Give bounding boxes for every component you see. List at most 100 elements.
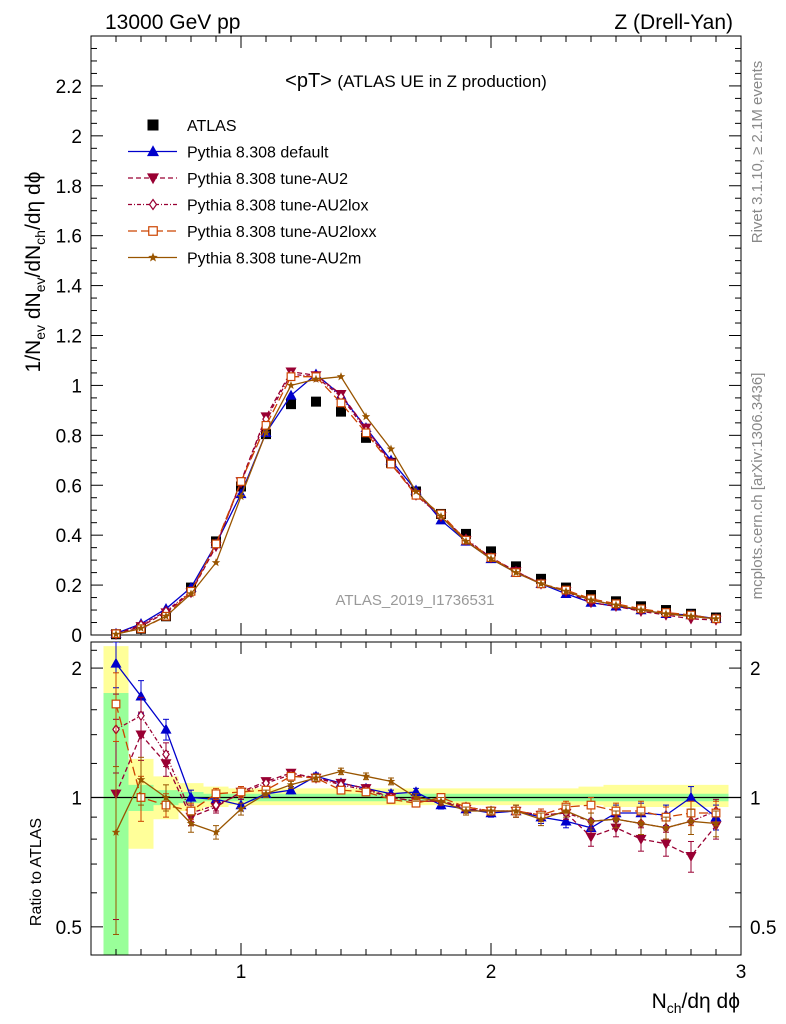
ratio-data-point (436, 796, 446, 805)
ratio-data-point (285, 784, 297, 795)
main-data-point (211, 539, 221, 549)
ratio-data-point (236, 787, 246, 797)
ratio-data-point (160, 723, 172, 734)
ratio-data-point (336, 766, 346, 776)
legend-label: ATLAS (187, 118, 237, 135)
ratio-series-2 (112, 693, 720, 840)
main-data-point (411, 486, 421, 496)
legend-marker (148, 252, 158, 262)
analysis-watermark: ATLAS_2019_I1736531 (335, 592, 494, 609)
legend-label: Pythia 8.308 tune-AU2m (187, 251, 361, 268)
main-data-point (186, 589, 196, 598)
main-title: <pT> (ATLAS UE in Z production) (285, 70, 547, 92)
x-axis-label: Nch/dη dϕ (652, 990, 740, 1016)
main-data-point (111, 629, 121, 638)
ratio-data-point (211, 789, 221, 799)
ratio-data-point (586, 816, 596, 825)
main-y-tick-label: 1.4 (56, 277, 83, 298)
rivet-version-label: Rivet 3.1.10, ≥ 2.1M events (749, 61, 766, 244)
ratio-data-point (536, 814, 546, 823)
ratio-y-tick-label-left: 1 (71, 788, 82, 809)
main-data-point (611, 600, 621, 609)
ratio-y-tick-label-right: 2 (750, 659, 761, 680)
ratio-data-point (685, 852, 697, 862)
ratio-data-point (361, 787, 371, 797)
ratio-data-point (311, 773, 321, 782)
main-data-point (436, 511, 446, 521)
main-y-tick-label: 2 (71, 127, 82, 148)
ratio-data-point (137, 710, 145, 722)
ratio-data-point (212, 799, 220, 811)
legend-label: Pythia 8.308 default (187, 145, 329, 162)
ratio-data-point (461, 806, 471, 815)
ratio-data-point (386, 794, 396, 804)
main-data-point (336, 372, 346, 381)
ratio-data-point (661, 823, 671, 832)
main-data-point (461, 536, 471, 546)
main-y-tick-label: 0.6 (56, 476, 82, 497)
ratio-y-tick-label-left: 0.5 (56, 918, 82, 939)
main-data-point (636, 605, 646, 614)
ratio-data-point (586, 800, 596, 810)
stat-uncertainty-band (103, 693, 729, 955)
ratio-data-point (611, 814, 621, 823)
main-y-tick-label: 0.8 (56, 426, 82, 447)
ratio-data-point (511, 806, 521, 815)
ratio-data-point (236, 804, 246, 813)
ratio-data-point (635, 834, 647, 845)
main-data-point (686, 611, 696, 620)
main-data-point (311, 374, 321, 383)
ratio-data-point (136, 775, 146, 784)
ratio-data-point (211, 827, 221, 836)
legend-marker (148, 226, 158, 236)
legend-entry-3: Pythia 8.308 tune-AU2lox (128, 198, 368, 215)
main-y-tick-label: 1.2 (56, 327, 82, 348)
legend-entry-0: ATLAS (147, 118, 237, 135)
main-data-point (361, 412, 371, 421)
ratio-y-tick-label-right: 1 (750, 788, 761, 809)
ratio-data-point (161, 792, 171, 802)
main-data-point (311, 396, 321, 407)
ratio-y-tick-label-left: 2 (71, 659, 82, 680)
legend-marker (146, 145, 160, 157)
x-tick-label: 2 (486, 962, 497, 983)
main-data-point (661, 609, 671, 618)
main-y-tick-label: 0.4 (56, 526, 83, 547)
ratio-data-point (336, 785, 346, 795)
x-tick-label: 3 (736, 962, 747, 983)
ratio-data-point (636, 818, 646, 828)
main-data-point (236, 477, 246, 486)
main-series-5 (111, 372, 721, 638)
ratio-data-point (361, 771, 371, 780)
main-data-point (236, 491, 246, 501)
header-right: Z (Drell-Yan) (614, 11, 733, 34)
main-data-point (136, 623, 146, 632)
main-data-point (261, 428, 271, 437)
ratio-data-point (561, 806, 571, 815)
main-y-tick-label: 2.2 (56, 77, 82, 98)
main-data-point (211, 558, 221, 567)
main-y-tick-label: 0.2 (56, 576, 82, 597)
ratio-data-point (711, 818, 721, 828)
main-data-point (586, 595, 596, 604)
ratio-data-point (261, 789, 271, 798)
ratio-data-point (162, 748, 170, 760)
main-data-point (336, 398, 346, 408)
legend-entry-2: Pythia 8.308 tune-AU2 (128, 171, 348, 188)
legend-marker (146, 173, 160, 185)
main-data-point (286, 380, 296, 390)
main-y-axis-label: 1/Nev dNev/dNch/dη dϕ (22, 172, 48, 373)
ratio-data-point (560, 815, 572, 826)
main-data-point (536, 579, 546, 588)
legend-marker (147, 119, 159, 131)
ratio-series-4 (111, 756, 721, 935)
main-data-point (361, 432, 371, 443)
ratio-data-point (411, 792, 421, 802)
legend-entry-1: Pythia 8.308 default (128, 145, 329, 162)
ratio-data-point (585, 832, 597, 843)
main-data-point (486, 546, 496, 557)
main-data-point (286, 399, 296, 410)
legend-entry-4: Pythia 8.308 tune-AU2loxx (128, 224, 376, 241)
legend-label: Pythia 8.308 tune-AU2 (187, 171, 348, 188)
main-data-point (386, 459, 396, 469)
